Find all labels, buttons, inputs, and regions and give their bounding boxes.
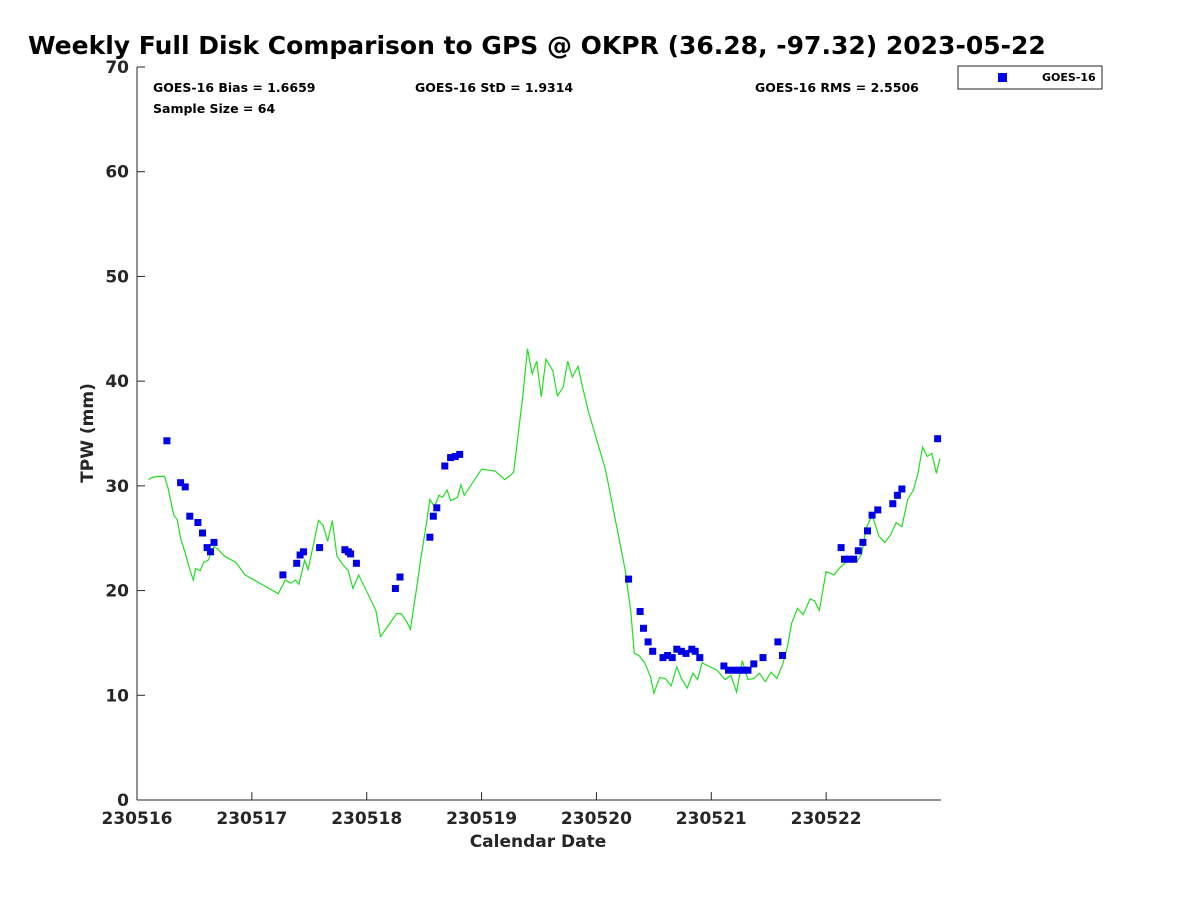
goes16-point [934,435,942,443]
goes16-point [300,548,307,556]
x-tick-label: 230519 [446,809,517,829]
axes [136,67,941,801]
y-tick-label: 30 [105,477,129,497]
goes16-point [396,573,404,581]
goes16-point [864,527,871,535]
y-tick-label: 50 [105,267,129,287]
legend: GOES-16 [957,65,1103,90]
y-tick-label: 0 [117,791,129,811]
goes16-point [868,511,876,519]
goes16-point [456,450,464,458]
goes16-point [889,500,897,508]
y-tick-label: 20 [105,582,129,602]
axis-ticks: 0 10 20 30 40 50 60 70 230516 230517 230518 230519 2… [102,58,862,829]
goes16-point [668,654,676,662]
goes16-point [451,453,459,460]
goes16-point [898,485,906,493]
goes16-point [730,666,738,674]
goes16-point [391,585,399,592]
legend-label-goes16: GOES-16 [1042,71,1096,84]
legend-marker-goes16 [998,73,1007,82]
goes16-point [759,654,767,662]
goes16-point [625,575,633,583]
rms-stat: GOES-16 RMS = 2.5506 [755,80,919,95]
gps-series-line [148,348,941,696]
goes16-point [677,647,685,655]
goes16-point [750,660,758,668]
goes16-point [447,454,455,462]
goes16-point [210,538,218,546]
goes16-point [682,649,690,657]
goes16-point [426,533,434,541]
goes16-point [649,647,657,655]
x-tick-label: 230516 [102,809,173,829]
goes16-point [854,547,862,555]
goes16-point [177,479,185,487]
goes16-point [207,548,214,556]
goes16-point [691,647,699,655]
goes16-point [194,519,202,526]
goes16-point [893,491,901,499]
goes16-point [725,666,732,674]
goes16-point [837,544,845,552]
x-tick-label: 230522 [791,809,862,829]
y-tick-label: 70 [105,58,129,78]
x-tick-label: 230518 [331,809,402,829]
goes16-point [186,512,194,520]
goes16-point [429,512,437,520]
goes16-point [744,666,752,674]
goes16-point [845,555,853,563]
goes16-point [441,462,449,470]
goes16-point [347,550,355,558]
goes16-point [673,645,681,653]
chart-title: Weekly Full Disk Comparison to GPS @ OKP… [28,31,1046,60]
goes16-point [293,559,301,567]
goes16-point [199,529,206,537]
goes16-point [203,544,211,552]
x-axis-label: Calendar Date [470,832,607,852]
goes16-point [739,666,747,674]
goes16-point [779,652,786,659]
std-stat: GOES-16 StD = 1.9314 [415,80,573,95]
goes16-point [433,504,441,512]
y-tick-label: 60 [105,163,129,183]
goes16-point [774,638,782,646]
goes16-point [316,544,324,552]
goes16-point [850,555,858,563]
goes16-point [874,506,882,514]
goes16-point [181,483,189,491]
goes16-point [696,654,704,662]
x-tick-label: 230517 [216,809,287,829]
x-tick-label: 230520 [561,809,632,829]
y-tick-label: 10 [105,686,129,706]
goes16-point [720,662,728,670]
legend-box [957,65,1103,90]
goes16-point [644,638,652,646]
goes16-point [636,608,644,615]
bias-stat: GOES-16 Bias = 1.6659 [153,80,315,95]
goes16-point [664,652,672,659]
plot-area [148,348,942,696]
y-axis-label: TPW (mm) [78,383,98,483]
y-tick-label: 40 [105,372,129,392]
goes16-point [841,555,848,563]
goes16-point [352,559,360,567]
goes16-point [735,666,743,674]
goes16-point [659,654,667,662]
goes16-point [163,437,171,445]
goes16-point [640,624,647,632]
x-tick-label: 230521 [676,809,747,829]
goes16-point [859,538,867,546]
sample-size-stat: Sample Size = 64 [153,101,275,116]
goes16-point [279,571,287,579]
